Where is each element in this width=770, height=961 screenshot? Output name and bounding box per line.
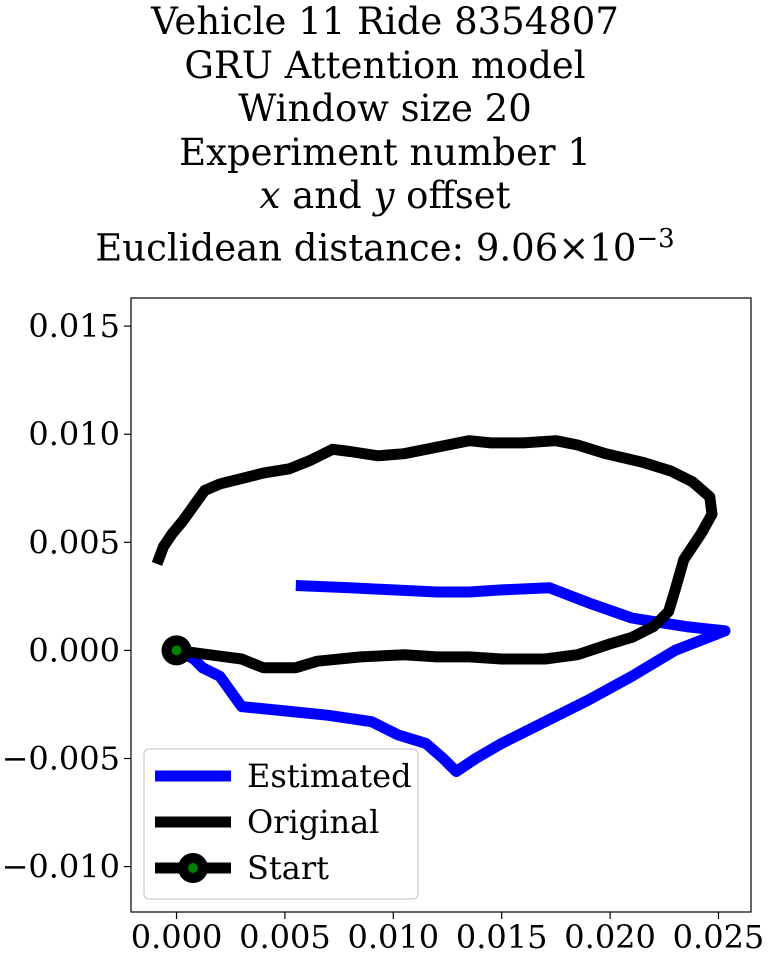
- x-tick-label: 0.005: [239, 918, 331, 956]
- title-distance-prefix: Euclidean distance:: [95, 225, 476, 269]
- y-tick-label: 0.010: [28, 415, 120, 453]
- legend-label-start: Start: [247, 849, 329, 887]
- legend-marker-inner: [188, 863, 198, 873]
- legend-label-original: Original: [247, 803, 379, 841]
- x-tick-label: 0.025: [673, 918, 765, 956]
- title-line-window: Window size 20: [238, 87, 532, 130]
- title-line-experiment: Experiment number 1: [179, 130, 591, 174]
- y-tick-label: −0.010: [2, 848, 120, 886]
- x-tick-label: 0.010: [348, 918, 440, 956]
- y-tick-label: −0.005: [2, 740, 120, 778]
- title-distance-base: 10: [589, 225, 637, 269]
- title-y-var: y: [373, 174, 395, 217]
- y-tick-label: 0.005: [28, 523, 120, 561]
- y-tick-label: 0.000: [28, 631, 120, 669]
- chart-title: Vehicle 11 Ride 8354807 GRU Attention mo…: [0, 0, 770, 269]
- title-distance-mantissa: 9.06: [475, 225, 559, 269]
- title-line-distance: Euclidean distance: 9.06×10−3: [0, 218, 770, 270]
- y-tick-label: 0.015: [28, 307, 120, 345]
- title-line-model: GRU Attention model: [184, 43, 586, 87]
- title-offset-suffix: offset: [394, 174, 511, 217]
- x-axis: 0.000 0.005 0.010 0.015 0.020 0.025: [131, 912, 765, 956]
- title-line-vehicle: Vehicle 11 Ride 8354807: [151, 0, 619, 43]
- x-tick-label: 0.000: [131, 918, 223, 956]
- legend-box: [143, 748, 419, 900]
- start-marker-inner: [171, 645, 182, 656]
- legend: Estimated Original Start: [143, 748, 419, 900]
- x-tick-label: 0.020: [564, 918, 656, 956]
- axes-frame: [130, 297, 752, 913]
- x-tick-label: 0.015: [456, 918, 548, 956]
- series-line-original: [151, 435, 718, 674]
- title-x-var: x: [259, 174, 281, 217]
- title-line-offset: x and y offset: [0, 174, 770, 218]
- legend-label-estimated: Estimated: [247, 757, 412, 795]
- title-distance-exponent: −3: [636, 223, 675, 254]
- series-line-estimated: [174, 580, 731, 777]
- title-distance-times: ×: [558, 225, 590, 269]
- y-axis: −0.010 −0.005 0.000 0.005 0.010 0.015: [2, 307, 131, 886]
- title-and: and: [280, 174, 374, 217]
- series-layer: [151, 435, 731, 777]
